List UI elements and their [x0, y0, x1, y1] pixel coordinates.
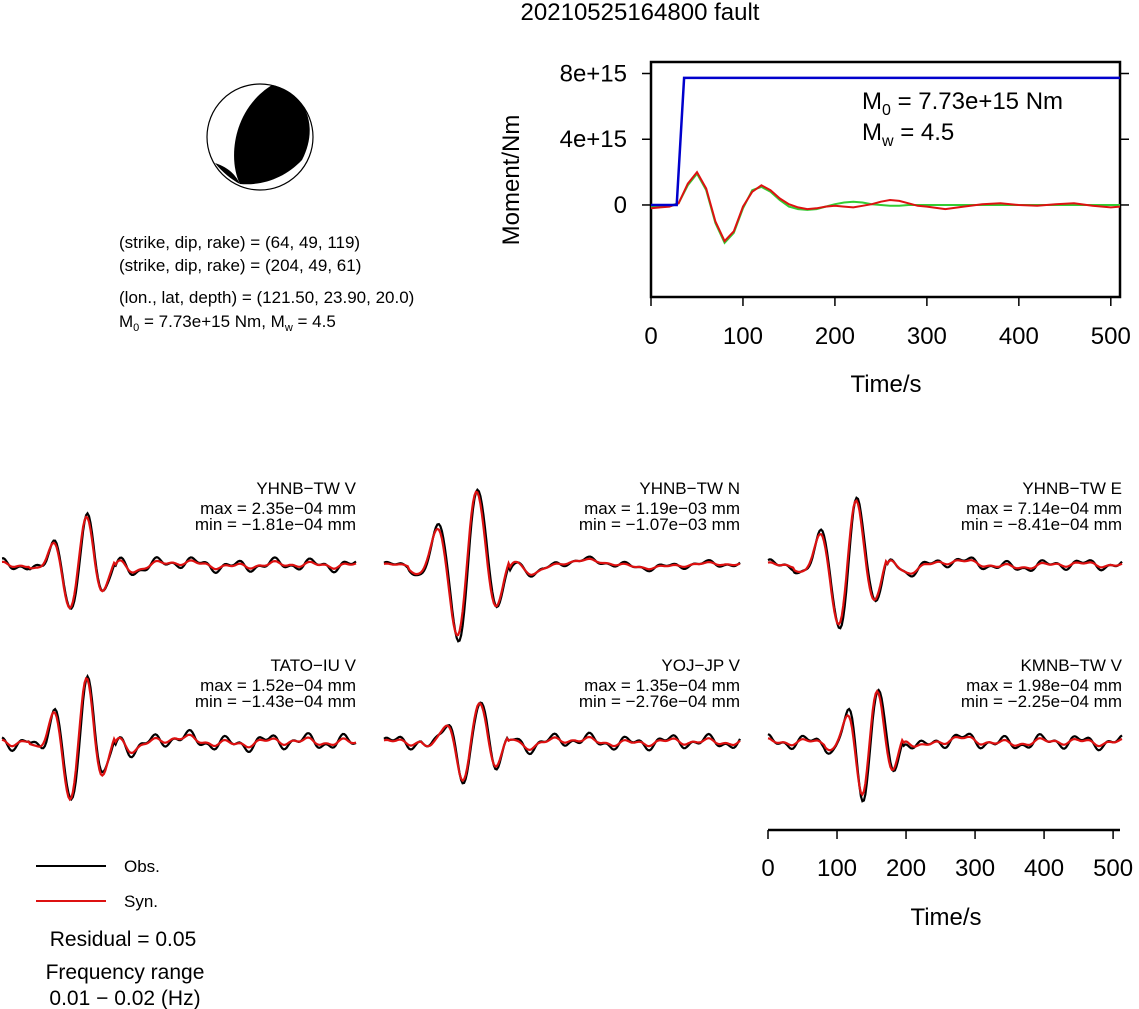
- series-stf-red: [650, 170, 1121, 243]
- mw-annotation: Mw = 4.5: [862, 119, 954, 150]
- synthetic-trace: [1, 515, 357, 610]
- max-amplitude-label: max = 1.19e−03 mm: [584, 499, 740, 518]
- frequency-title: Frequency range: [46, 961, 205, 984]
- moment-y-tick-label: 4e+15: [560, 126, 627, 153]
- moment-y-axis: 0 4e+15 8e+15: [560, 61, 1129, 219]
- moment-y-tick-label: 8e+15: [560, 61, 627, 88]
- waveform-x-tick-label: 400: [1024, 855, 1064, 882]
- m0-annotation: M0 = 7.73e+15 Nm: [862, 88, 1063, 119]
- waveform-x-tick-label: 200: [886, 855, 926, 882]
- max-amplitude-label: max = 7.14e−04 mm: [966, 499, 1122, 518]
- moment-x-axis: 0 100 200 300 400 500: [644, 297, 1131, 350]
- min-amplitude-label: min = −2.25e−04 mm: [961, 692, 1122, 711]
- max-amplitude-label: max = 1.35e−04 mm: [584, 676, 740, 695]
- max-amplitude-label: max = 1.52e−04 mm: [200, 676, 356, 695]
- legend-obs-label: Obs.: [124, 857, 160, 876]
- station-label: YOJ−JP V: [661, 656, 740, 675]
- waveform-x-tick-label: 0: [761, 855, 774, 882]
- compressional-quadrant: [234, 85, 310, 185]
- min-amplitude-label: min = −1.81e−04 mm: [195, 515, 356, 534]
- synthetic-trace: [383, 702, 741, 783]
- focal-line-4: M0 = 7.73e+15 Nm, Mw = 4.5: [119, 312, 336, 334]
- legend: Obs. Syn. Residual = 0.05 Frequency rang…: [36, 857, 204, 1009]
- waveform-x-tick-label: 300: [955, 855, 995, 882]
- station-label: KMNB−TW V: [1020, 656, 1122, 675]
- observed-trace: [383, 701, 741, 785]
- moment-y-tick-label: 0: [614, 192, 627, 219]
- moment-x-tick-label: 500: [1091, 323, 1131, 350]
- min-amplitude-label: min = −2.76e−04 mm: [579, 692, 740, 711]
- synthetic-trace: [383, 490, 741, 637]
- synthetic-trace: [1, 676, 357, 802]
- compressional-quadrant-small: [215, 163, 240, 184]
- waveform-x-tick-label: 100: [817, 855, 857, 882]
- focal-line-1: (strike, dip, rake) = (64, 49, 119): [119, 233, 360, 252]
- moment-y-label: Moment/Nm: [498, 115, 525, 246]
- max-amplitude-label: max = 1.98e−04 mm: [966, 676, 1122, 695]
- focal-line-3: (lon., lat, depth) = (121.50, 23.90, 20.…: [119, 288, 414, 307]
- moment-x-label: Time/s: [850, 371, 921, 398]
- focal-info: (strike, dip, rake) = (64, 49, 119) (str…: [119, 233, 414, 334]
- moment-x-tick-label: 200: [815, 323, 855, 350]
- legend-syn-label: Syn.: [124, 892, 158, 911]
- observed-trace: [767, 688, 1123, 803]
- moment-x-tick-label: 400: [999, 323, 1039, 350]
- moment-x-tick-label: 100: [723, 323, 763, 350]
- moment-chart: 0 4e+15 8e+15 0 100 200 300 400 500 Moment/Nm T…: [498, 61, 1131, 398]
- station-label: TATO−IU V: [271, 656, 357, 675]
- focal-line-2: (strike, dip, rake) = (204, 49, 61): [119, 256, 361, 275]
- series-moment: [651, 76, 1120, 207]
- figure-title: 20210525164800 fault: [521, 0, 760, 26]
- synthetic-trace: [767, 499, 1123, 626]
- min-amplitude-label: min = −8.41e−04 mm: [961, 515, 1122, 534]
- beachball: [206, 83, 314, 191]
- synthetic-trace: [767, 689, 1123, 797]
- moment-x-tick-label: 300: [907, 323, 947, 350]
- min-amplitude-label: min = −1.07e−03 mm: [579, 515, 740, 534]
- station-label: YHNB−TW V: [256, 479, 356, 498]
- station-label: YHNB−TW E: [1022, 479, 1122, 498]
- moment-plot-frame: [649, 60, 1122, 299]
- min-amplitude-label: min = −1.43e−04 mm: [195, 692, 356, 711]
- moment-x-tick-label: 0: [644, 323, 657, 350]
- station-label: YHNB−TW N: [639, 479, 740, 498]
- frequency-range: 0.01 − 0.02 (Hz): [49, 987, 200, 1009]
- waveform-time-axis: 0 100 200 300 400 500: [761, 828, 1133, 882]
- max-amplitude-label: max = 2.35e−04 mm: [200, 499, 356, 518]
- moment-series: [650, 76, 1121, 245]
- waveform-x-tick-label: 500: [1093, 855, 1133, 882]
- residual-text: Residual = 0.05: [50, 928, 197, 951]
- waveform-x-label: Time/s: [910, 904, 981, 931]
